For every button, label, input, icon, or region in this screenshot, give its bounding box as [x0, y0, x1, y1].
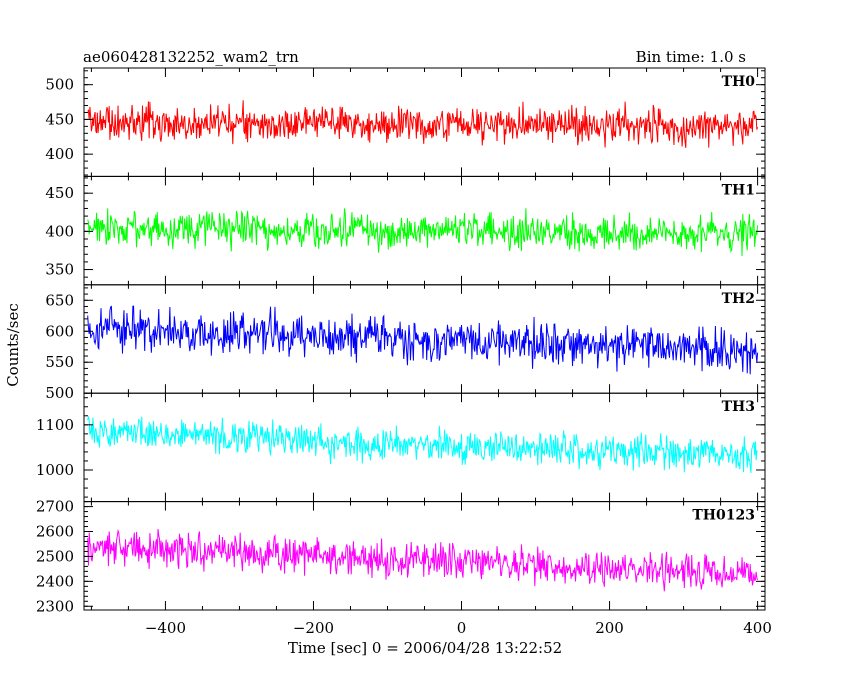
- panel-th0123: 2300 2400 2500 2600 2700 TH0123: [36, 498, 766, 615]
- y-tick-label: 400: [45, 222, 74, 240]
- y-tick-label: 2400: [36, 572, 74, 590]
- series-line-th1: [87, 208, 759, 256]
- panel-th0: 400 450 500 TH0: [45, 67, 766, 177]
- series-label-th3: TH3: [722, 399, 755, 415]
- panel-th1: 350 400 450 TH1: [45, 175, 766, 286]
- y-tick-label: 400: [45, 145, 74, 163]
- panels-group: 400 450 500 TH0 350 400 450 TH1 500 550 600 650 TH2 1…: [36, 67, 766, 615]
- panel-th2: 500 550 600 650 TH2: [45, 284, 766, 402]
- y-axis-title: Counts/sec: [4, 303, 22, 387]
- y-tick-label: 450: [45, 184, 74, 202]
- x-tick-label: 400: [743, 619, 772, 637]
- y-tick-label: 350: [45, 261, 74, 279]
- series-line-th2: [87, 305, 759, 375]
- series-line-th3: [87, 416, 758, 473]
- bin-time-label: Bin time: 1.0 s: [636, 48, 746, 66]
- y-tick-label: 650: [45, 291, 74, 309]
- y-tick-label: 2500: [36, 547, 74, 565]
- x-tick-label: −200: [293, 619, 334, 637]
- series-label-th0123: TH0123: [692, 508, 755, 524]
- x-axis-title: Time [sec] 0 = 2006/04/28 13:22:52: [288, 639, 562, 657]
- y-tick-label: 500: [45, 384, 74, 402]
- x-tick-label: 0: [457, 619, 467, 637]
- series-line-th0123: [87, 528, 759, 592]
- y-tick-label: 2700: [36, 498, 74, 516]
- y-tick-label: 1100: [36, 416, 74, 434]
- y-tick-label: 2300: [36, 597, 74, 615]
- panel-th3: 1000 1100 TH3: [36, 392, 766, 503]
- series-line-th0: [87, 100, 759, 148]
- y-tick-label: 1000: [36, 461, 74, 479]
- y-tick-label: 500: [45, 76, 74, 94]
- series-label-th0: TH0: [722, 74, 756, 90]
- y-tick-label: 550: [45, 353, 74, 371]
- x-tick-label: 200: [595, 619, 624, 637]
- y-tick-label: 450: [45, 110, 74, 128]
- series-label-th1: TH1: [722, 182, 755, 198]
- x-tick-label: −400: [145, 619, 186, 637]
- x-axis: −400 −200 0 200 400: [145, 619, 772, 637]
- chart-title: ae060428132252_wam2_trn: [83, 48, 299, 66]
- y-tick-label: 600: [45, 322, 74, 340]
- series-label-th2: TH2: [722, 291, 755, 307]
- y-tick-label: 2600: [36, 523, 74, 541]
